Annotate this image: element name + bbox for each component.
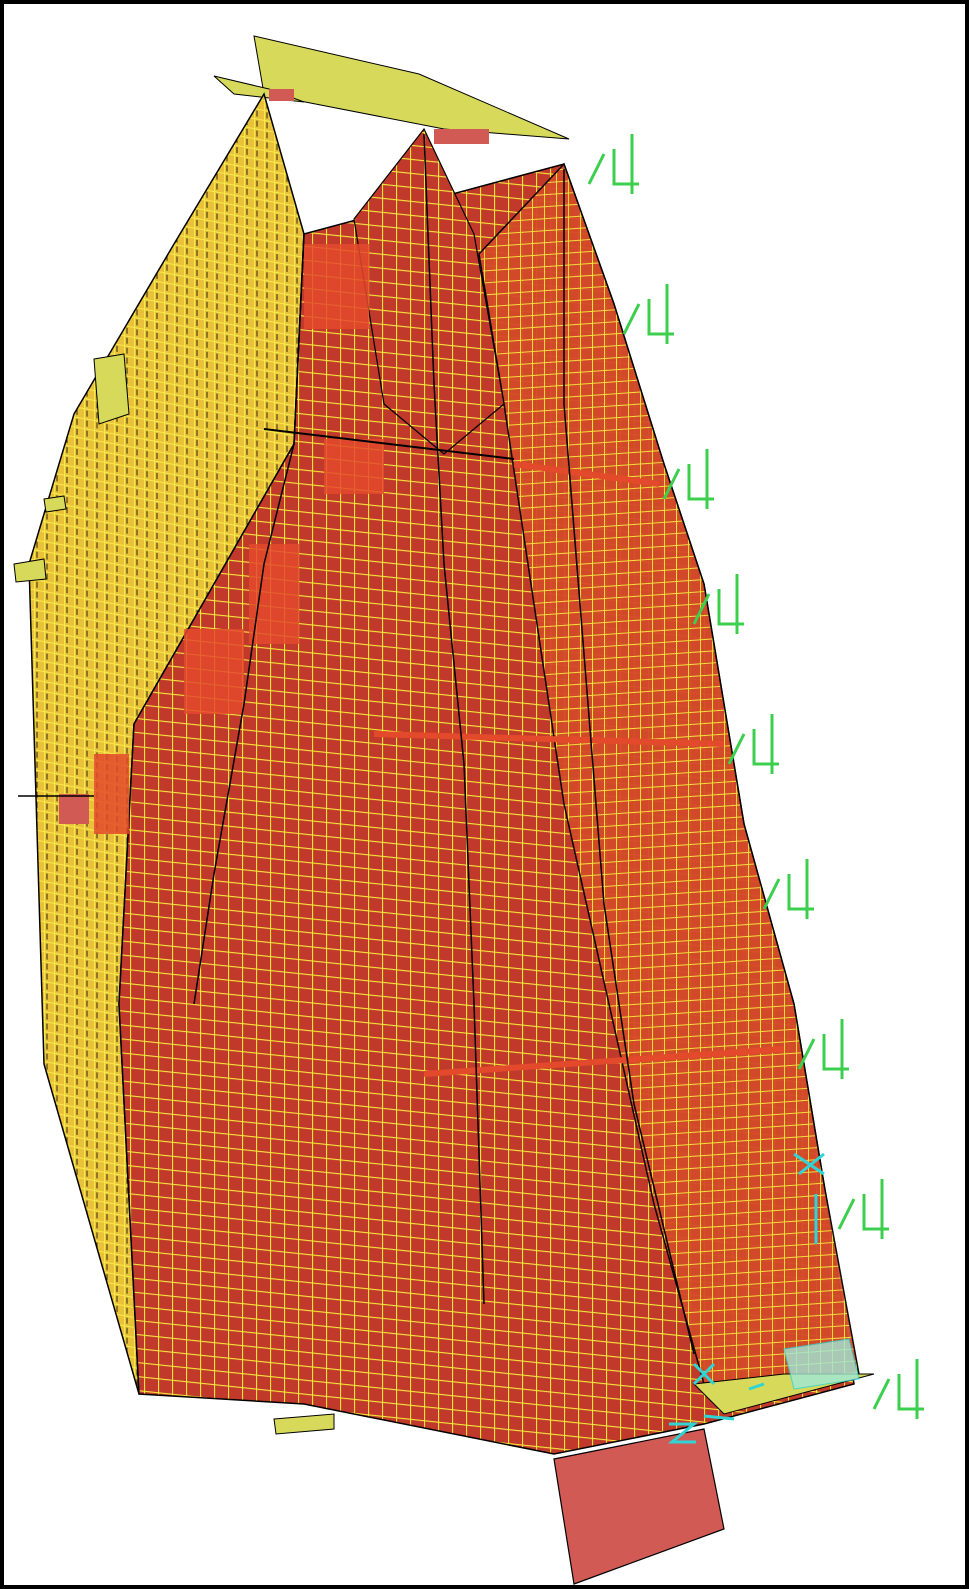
support-3: [662, 449, 714, 509]
roof-slab: [213, 35, 570, 144]
support-4: [692, 574, 744, 634]
support-9: [872, 1359, 924, 1419]
highlighted-elements: [59, 244, 384, 834]
selected-element[interactable]: [783, 1338, 860, 1390]
support-2: [622, 284, 674, 344]
axes-triad: [667, 1152, 825, 1444]
structure-3d-view[interactable]: [4, 4, 969, 1589]
partition-panel: [353, 127, 505, 455]
support-6: [762, 859, 814, 919]
floor-beams: [263, 428, 785, 1077]
support-7: [797, 1019, 849, 1079]
support-8: [837, 1179, 889, 1239]
right-wall-shell: [478, 162, 860, 1385]
support-5: [727, 714, 779, 774]
support-symbols: [587, 134, 924, 1419]
support-1: [587, 134, 639, 194]
edge-lines: [18, 133, 695, 1355]
ledges: [13, 353, 875, 1435]
base-block: [553, 1428, 725, 1585]
